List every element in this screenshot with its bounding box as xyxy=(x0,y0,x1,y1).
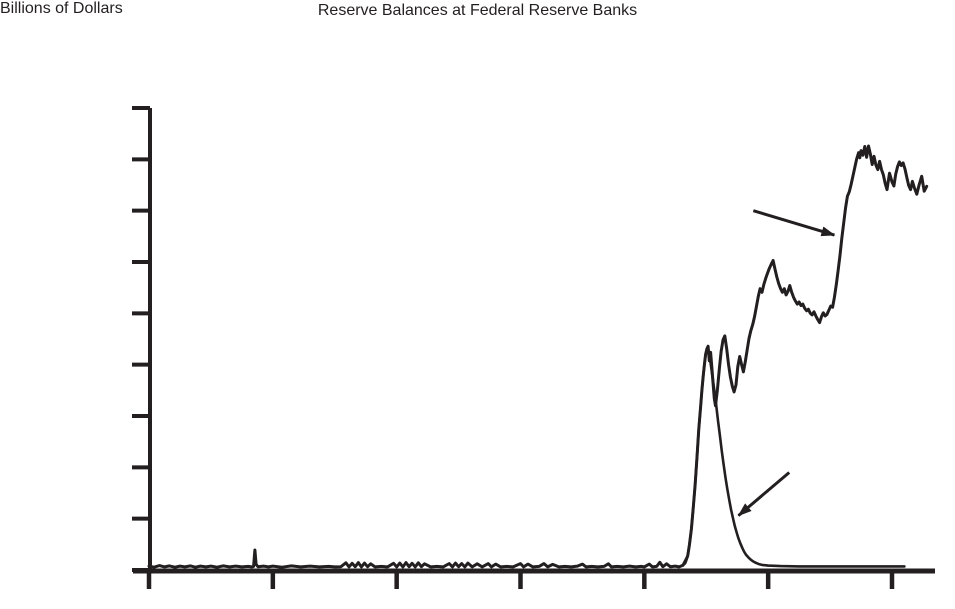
actual-reserves-line xyxy=(147,144,929,569)
counterfactual-annotation-arrow xyxy=(737,471,791,517)
reserve-annotation-arrow xyxy=(752,209,836,237)
y-axis-label: Billions of Dollars xyxy=(0,0,123,17)
counterfactual-line xyxy=(681,348,906,568)
chart-title: Reserve Balances at Federal Reserve Bank… xyxy=(317,2,638,19)
chart-canvas xyxy=(132,106,935,589)
